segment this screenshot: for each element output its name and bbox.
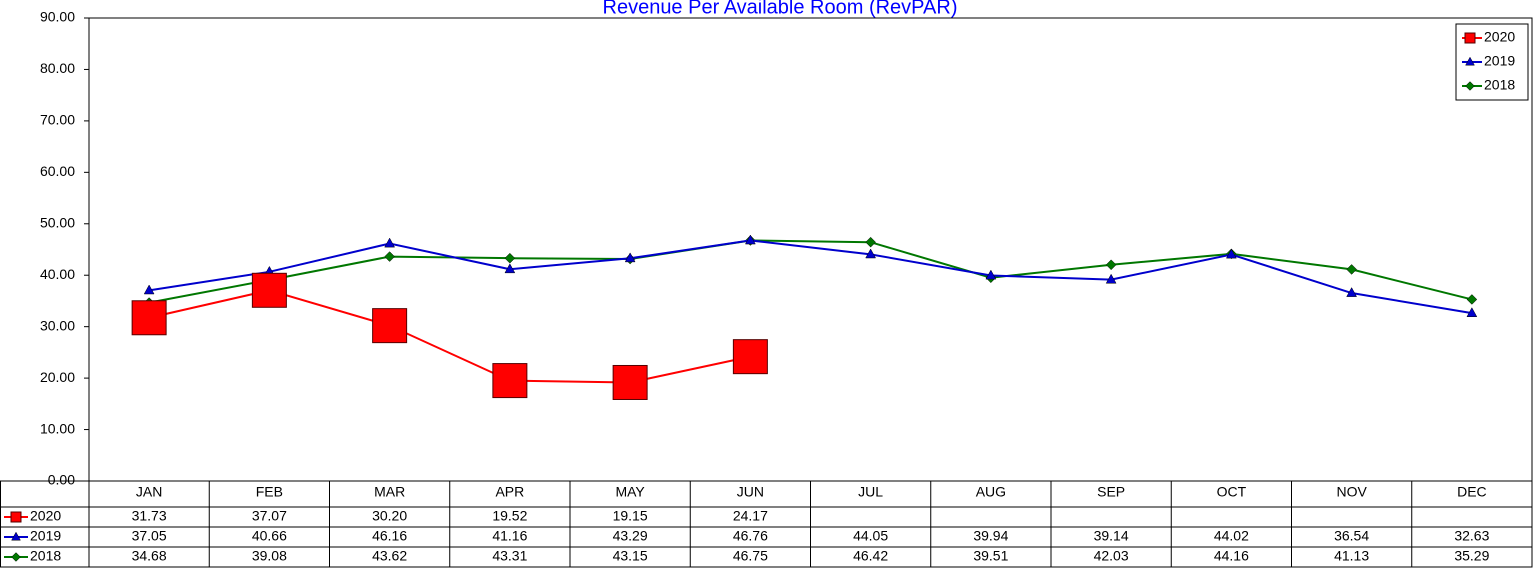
table-cell: 46.76 — [733, 528, 768, 544]
table-cell: 37.07 — [252, 508, 287, 524]
x-tick-label: JAN — [136, 484, 162, 500]
table-cell: 30.20 — [372, 508, 407, 524]
data-point — [745, 234, 756, 245]
y-tick-label: 10.00 — [40, 420, 75, 436]
x-tick-label: OCT — [1217, 484, 1247, 500]
x-tick-label: JUL — [858, 484, 883, 500]
y-tick-label: 60.00 — [40, 163, 75, 179]
legend-key-marker — [1464, 32, 1476, 44]
y-tick-label: 0.00 — [48, 472, 75, 488]
data-point — [384, 251, 395, 262]
data-point — [131, 300, 167, 336]
table-cell: 41.13 — [1334, 548, 1369, 564]
data-point — [1466, 294, 1478, 305]
table-cell: 39.08 — [252, 548, 287, 564]
data-point — [1346, 264, 1357, 275]
legend-label: 2019 — [1484, 53, 1515, 69]
x-tick-label: DEC — [1457, 484, 1487, 500]
data-point — [1346, 287, 1357, 297]
data-point — [504, 252, 516, 264]
series-line — [148, 239, 1473, 304]
table-cell: 43.15 — [613, 548, 648, 564]
table-cell: 39.14 — [1094, 528, 1129, 544]
table-cell: 32.63 — [1454, 528, 1489, 544]
data-point — [732, 339, 768, 375]
data-point — [384, 237, 395, 248]
x-tick-label: AUG — [976, 484, 1006, 500]
table-cell: 43.29 — [613, 528, 648, 544]
legend-key-marker — [11, 552, 21, 562]
data-point — [624, 252, 636, 263]
series-line — [148, 239, 1473, 315]
y-tick-label: 90.00 — [40, 9, 75, 25]
data-point — [492, 363, 528, 399]
table-cell: 42.03 — [1094, 548, 1129, 564]
data-point — [504, 263, 516, 274]
table-row-label: 2018 — [30, 548, 61, 564]
table-cell: 46.75 — [733, 548, 768, 564]
table-cell: 35.29 — [1454, 548, 1489, 564]
table-cell: 19.15 — [613, 508, 648, 524]
y-tick-label: 50.00 — [40, 214, 75, 230]
table-cell: 36.54 — [1334, 528, 1369, 544]
x-tick-label: MAY — [615, 484, 645, 500]
y-tick-label: 70.00 — [40, 112, 75, 128]
table-cell: 31.73 — [132, 508, 167, 524]
legend-key-marker — [10, 511, 22, 523]
data-point — [143, 284, 155, 295]
y-tick-label: 40.00 — [40, 266, 75, 282]
data-point — [1226, 248, 1237, 259]
legend-label: 2020 — [1484, 29, 1515, 45]
table-cell: 19.52 — [492, 508, 527, 524]
legend-key-marker — [1465, 81, 1475, 91]
table-cell: 44.16 — [1214, 548, 1249, 564]
x-tick-label: MAR — [374, 484, 405, 500]
table-cell: 39.94 — [973, 528, 1008, 544]
legend-label: 2018 — [1484, 77, 1515, 93]
series-line — [148, 289, 751, 384]
data-point — [865, 236, 876, 248]
x-tick-label: NOV — [1336, 484, 1367, 500]
table-cell: 44.02 — [1214, 528, 1249, 544]
x-tick-label: FEB — [256, 484, 283, 500]
data-point — [985, 269, 997, 280]
table-cell: 41.16 — [492, 528, 527, 544]
legend-key-marker — [1465, 56, 1475, 66]
plot-area — [88, 17, 1533, 482]
x-tick-label: JUN — [737, 484, 764, 500]
y-tick-label: 30.00 — [40, 317, 75, 333]
table-row-label: 2020 — [30, 508, 61, 524]
table-cell: 40.66 — [252, 528, 287, 544]
table-row-label: 2019 — [30, 528, 61, 544]
table-cell: 46.16 — [372, 528, 407, 544]
chart-title: Revenue Per Available Room (RevPAR) — [603, 0, 958, 18]
data-point — [1105, 273, 1117, 284]
data-point — [865, 248, 876, 259]
table-cell: 34.68 — [132, 548, 167, 564]
table-cell: 39.51 — [973, 548, 1008, 564]
table-cell: 24.17 — [733, 508, 768, 524]
table-cell: 46.42 — [853, 548, 888, 564]
data-point — [372, 308, 408, 344]
x-tick-label: APR — [495, 484, 524, 500]
table-cell: 43.62 — [372, 548, 407, 564]
y-tick-label: 80.00 — [40, 60, 75, 76]
data-point — [251, 272, 287, 308]
data-point — [612, 364, 648, 400]
data-point — [1466, 307, 1478, 317]
table-cell: 44.05 — [853, 528, 888, 544]
data-point — [1105, 259, 1117, 271]
table-cell: 37.05 — [132, 528, 167, 544]
legend-key-marker — [11, 531, 21, 541]
x-tick-label: SEP — [1097, 484, 1125, 500]
y-tick-label: 20.00 — [40, 369, 75, 385]
table-cell: 43.31 — [492, 548, 527, 564]
